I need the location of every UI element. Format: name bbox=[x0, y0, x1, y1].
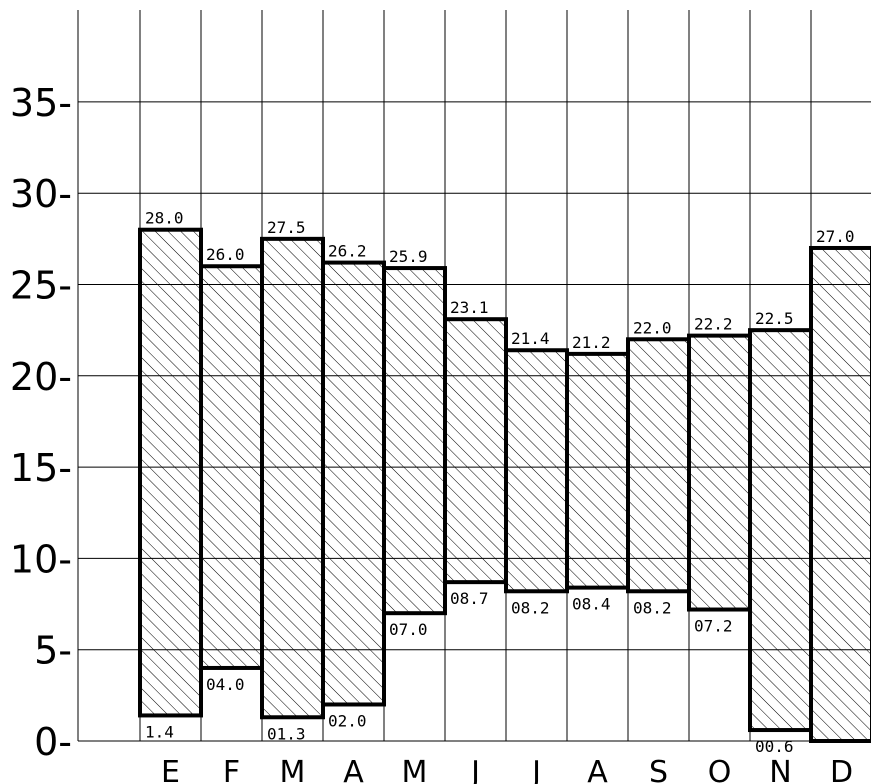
high-value-label: 21.2 bbox=[572, 333, 611, 352]
low-value-label: 08.4 bbox=[572, 595, 611, 614]
low-value-label: 07.2 bbox=[694, 617, 733, 636]
labels: 0- 5- 10- 15- 20- 25- 30- 35- 28.0 1.4 E 26.0 04.0 F 2… bbox=[10, 81, 855, 784]
range-bar bbox=[382, 266, 447, 616]
low-value-label: 04.0 bbox=[206, 675, 245, 694]
range-bar bbox=[565, 351, 630, 590]
bars bbox=[138, 227, 871, 743]
y-tick-label: 30- bbox=[10, 172, 72, 216]
high-value-label: 27.5 bbox=[267, 218, 306, 237]
x-category-label: A bbox=[343, 755, 364, 784]
range-bar bbox=[809, 245, 871, 743]
y-tick-label: 0- bbox=[34, 720, 72, 764]
low-value-label: 02.0 bbox=[328, 711, 367, 730]
high-value-label: 25.9 bbox=[389, 247, 428, 266]
y-tick-label: 15- bbox=[10, 446, 72, 490]
high-value-label: 23.1 bbox=[450, 298, 489, 317]
range-bar bbox=[138, 227, 203, 718]
y-tick-label: 10- bbox=[10, 537, 72, 581]
low-value-label: 08.7 bbox=[450, 589, 489, 608]
low-value-label: 1.4 bbox=[145, 722, 174, 741]
high-value-label: 27.0 bbox=[816, 227, 855, 246]
high-value-label: 28.0 bbox=[145, 209, 184, 228]
high-value-label: 22.0 bbox=[633, 318, 672, 337]
y-tick-label: 5- bbox=[34, 629, 72, 673]
range-bar bbox=[260, 236, 325, 720]
x-category-label: A bbox=[587, 755, 608, 784]
range-bar bbox=[626, 337, 691, 594]
low-value-label: 07.0 bbox=[389, 620, 428, 639]
low-value-label: 08.2 bbox=[511, 598, 550, 617]
range-bar bbox=[504, 348, 569, 594]
high-value-label: 22.2 bbox=[694, 315, 733, 334]
x-category-label: M bbox=[280, 755, 306, 784]
range-bar bbox=[199, 264, 264, 670]
range-bar bbox=[443, 317, 508, 585]
low-value-label: 00.6 bbox=[755, 737, 794, 756]
y-tick-label: 35- bbox=[10, 81, 72, 125]
low-value-label: 01.3 bbox=[267, 724, 306, 743]
high-value-label: 22.5 bbox=[755, 309, 794, 328]
high-value-label: 21.4 bbox=[511, 329, 550, 348]
x-category-label: N bbox=[769, 755, 791, 784]
x-category-label: D bbox=[830, 755, 853, 784]
x-category-label: F bbox=[223, 755, 240, 784]
high-value-label: 26.2 bbox=[328, 242, 367, 261]
range-bar bbox=[321, 260, 386, 707]
x-category-label: S bbox=[649, 755, 668, 784]
x-category-label: M bbox=[402, 755, 428, 784]
y-tick-label: 25- bbox=[10, 264, 72, 308]
y-tick-label: 20- bbox=[10, 355, 72, 399]
high-value-label: 26.0 bbox=[206, 245, 245, 264]
low-value-label: 08.2 bbox=[633, 598, 672, 617]
range-bar bbox=[748, 328, 813, 733]
x-category-label: O bbox=[708, 755, 732, 784]
x-category-label: J bbox=[469, 755, 480, 784]
x-category-label: J bbox=[530, 755, 541, 784]
x-category-label: E bbox=[161, 755, 180, 784]
range-bar bbox=[687, 333, 752, 612]
